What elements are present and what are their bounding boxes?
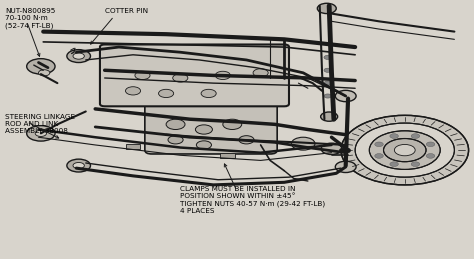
Circle shape	[201, 89, 216, 98]
Circle shape	[35, 130, 46, 136]
Circle shape	[215, 71, 230, 80]
Circle shape	[318, 3, 336, 13]
Text: NUT-N800895
70-100 N·m
(52-74 FT-LB): NUT-N800895 70-100 N·m (52-74 FT-LB)	[5, 9, 56, 29]
Circle shape	[173, 74, 188, 82]
Circle shape	[324, 94, 331, 98]
Circle shape	[324, 81, 331, 85]
Circle shape	[369, 131, 440, 169]
Circle shape	[341, 115, 469, 185]
Circle shape	[411, 134, 419, 138]
Text: CLAMPS MUST BE INSTALLED IN
POSITION SHOWN WITHIN ±45°
TIGHTEN NUTS 40-57 N·m (2: CLAMPS MUST BE INSTALLED IN POSITION SHO…	[180, 186, 326, 214]
Circle shape	[223, 119, 242, 130]
Circle shape	[390, 134, 398, 138]
Circle shape	[158, 89, 173, 98]
Circle shape	[168, 136, 183, 144]
Circle shape	[383, 139, 426, 162]
Circle shape	[196, 141, 211, 149]
Circle shape	[426, 154, 435, 158]
Circle shape	[324, 55, 331, 59]
Circle shape	[335, 90, 356, 102]
Circle shape	[253, 69, 268, 77]
Circle shape	[195, 125, 212, 134]
Circle shape	[73, 162, 84, 169]
Circle shape	[320, 112, 337, 121]
FancyBboxPatch shape	[145, 100, 277, 154]
Circle shape	[166, 119, 185, 130]
Circle shape	[411, 162, 419, 167]
Text: COTTER PIN: COTTER PIN	[105, 9, 148, 15]
Circle shape	[67, 159, 91, 172]
Circle shape	[375, 154, 383, 158]
Circle shape	[239, 136, 254, 144]
Bar	[220, 153, 235, 158]
Circle shape	[292, 137, 315, 150]
Circle shape	[324, 68, 331, 72]
Circle shape	[390, 162, 398, 167]
Bar	[126, 144, 140, 149]
Circle shape	[375, 142, 383, 147]
Circle shape	[27, 59, 55, 74]
Circle shape	[126, 87, 141, 95]
Circle shape	[27, 126, 55, 141]
Circle shape	[394, 145, 415, 156]
Circle shape	[135, 71, 150, 80]
Circle shape	[73, 53, 84, 59]
Circle shape	[38, 70, 50, 76]
Text: STEERING LINKAGE
ROD AND LINK
ASSEMBLY 38008: STEERING LINKAGE ROD AND LINK ASSEMBLY 3…	[5, 114, 75, 134]
Circle shape	[321, 143, 342, 154]
Circle shape	[355, 123, 455, 177]
Circle shape	[426, 142, 435, 147]
Circle shape	[67, 50, 91, 62]
Circle shape	[335, 161, 356, 172]
FancyBboxPatch shape	[100, 45, 289, 106]
